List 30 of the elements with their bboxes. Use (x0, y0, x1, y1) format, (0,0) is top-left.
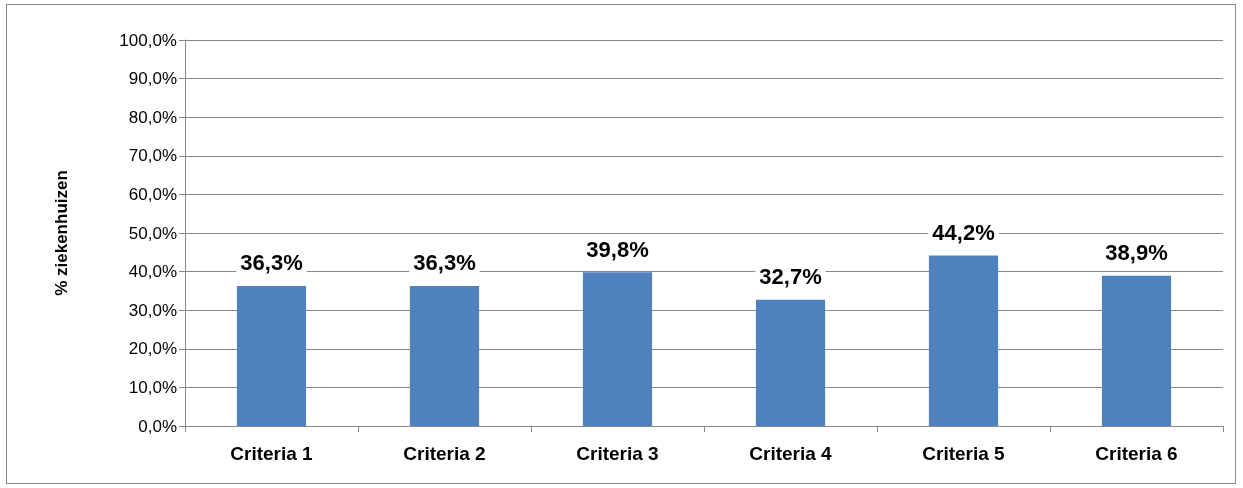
y-tick-label: 80,0% (128, 107, 177, 127)
x-tick-label: Criteria 4 (749, 443, 833, 464)
bar (236, 285, 307, 426)
y-tick-label: 40,0% (128, 262, 177, 282)
bar (755, 299, 826, 426)
y-axis-title: % ziekenhuizen (52, 170, 71, 296)
data-label: 36,3% (413, 250, 476, 276)
y-tick-label: 90,0% (128, 69, 177, 89)
x-tick-label: Criteria 1 (230, 443, 314, 464)
y-tick-label: 20,0% (128, 339, 177, 359)
data-label: 44,2% (932, 219, 995, 245)
y-tick-label: 50,0% (128, 223, 177, 243)
y-tick-label: 10,0% (128, 377, 177, 397)
data-label: 36,3% (240, 250, 303, 276)
bar (928, 255, 999, 426)
y-tick-label: 70,0% (128, 146, 177, 166)
data-label: 38,9% (1105, 240, 1168, 266)
data-label: 32,7% (759, 264, 822, 290)
data-label: 39,8% (586, 236, 649, 262)
bar (409, 285, 480, 426)
bar (1101, 275, 1172, 426)
x-tick-label: Criteria 6 (1095, 443, 1178, 464)
y-tick-label: 100,0% (119, 30, 177, 50)
bar (582, 272, 653, 426)
y-tick-label: 0,0% (138, 416, 177, 436)
y-tick-label: 60,0% (128, 184, 177, 204)
y-tick-label: 30,0% (128, 300, 177, 320)
x-tick-label: Criteria 3 (576, 443, 659, 464)
x-tick-label: Criteria 5 (922, 443, 1006, 464)
x-tick-label: Criteria 2 (403, 443, 486, 464)
